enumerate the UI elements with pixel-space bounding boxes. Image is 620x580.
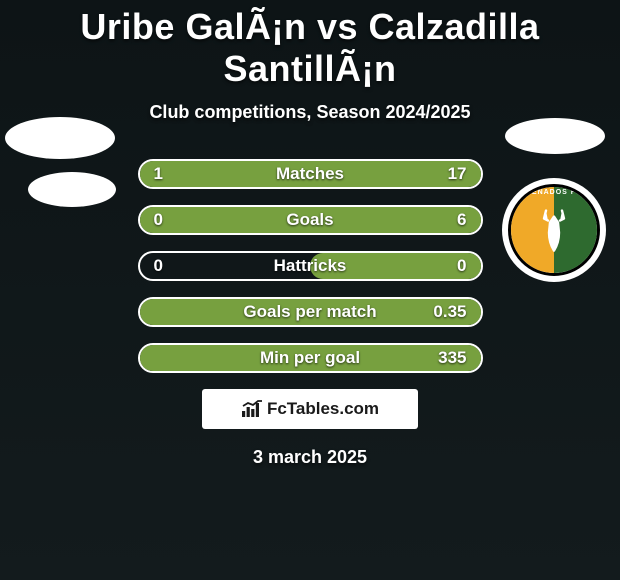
page-title: Uribe GalÃ¡n vs Calzadilla SantillÃ¡n	[0, 6, 620, 90]
stat-right-value: 0.35	[433, 302, 466, 322]
stat-label: Hattricks	[140, 256, 481, 276]
stat-label: Goals per match	[140, 302, 481, 322]
stat-bar: Goals per match0.35	[138, 297, 483, 327]
stat-right-value: 17	[448, 164, 467, 184]
stat-label: Matches	[140, 164, 481, 184]
stat-label: Min per goal	[140, 348, 481, 368]
date-text: 3 march 2025	[0, 447, 620, 468]
page-subtitle: Club competitions, Season 2024/2025	[0, 102, 620, 123]
stat-label: Goals	[140, 210, 481, 230]
stat-bar: Min per goal335	[138, 343, 483, 373]
attribution-badge: FcTables.com	[202, 389, 418, 429]
stat-right-value: 0	[457, 256, 466, 276]
attribution-text: FcTables.com	[267, 399, 379, 419]
chart-icon	[241, 400, 263, 418]
stat-right-value: 335	[438, 348, 466, 368]
stat-bar: 0Hattricks0	[138, 251, 483, 281]
comparison-bars: 1Matches170Goals60Hattricks0Goals per ma…	[138, 159, 483, 373]
stat-bar: 0Goals6	[138, 205, 483, 235]
stat-right-value: 6	[457, 210, 466, 230]
content: Uribe GalÃ¡n vs Calzadilla SantillÃ¡n Cl…	[0, 0, 620, 468]
stat-bar: 1Matches17	[138, 159, 483, 189]
